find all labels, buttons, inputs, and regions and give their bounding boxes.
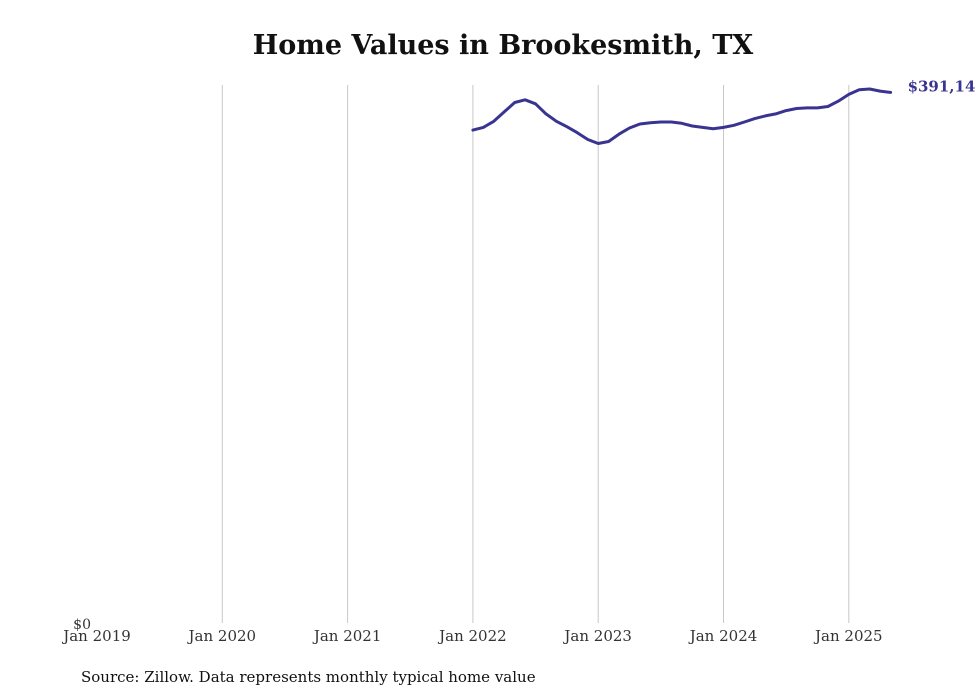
x-tick-label: Jan 2022: [437, 627, 507, 645]
x-tick-label: Jan 2019: [61, 627, 131, 645]
chart-title: Home Values in Brookesmith, TX: [252, 30, 754, 61]
x-tick-label: Jan 2023: [562, 627, 632, 645]
y-tick-label: $0: [73, 617, 91, 633]
source-note: Source: Zillow. Data represents monthly …: [81, 668, 536, 686]
series-line: [471, 87, 893, 145]
end-value-label: $391,14: [908, 77, 976, 95]
x-tick-label: Jan 2025: [813, 627, 883, 645]
x-tick-label: Jan 2020: [187, 627, 257, 645]
x-tick-label: Jan 2021: [312, 627, 382, 645]
x-tick-label: Jan 2024: [688, 627, 758, 645]
